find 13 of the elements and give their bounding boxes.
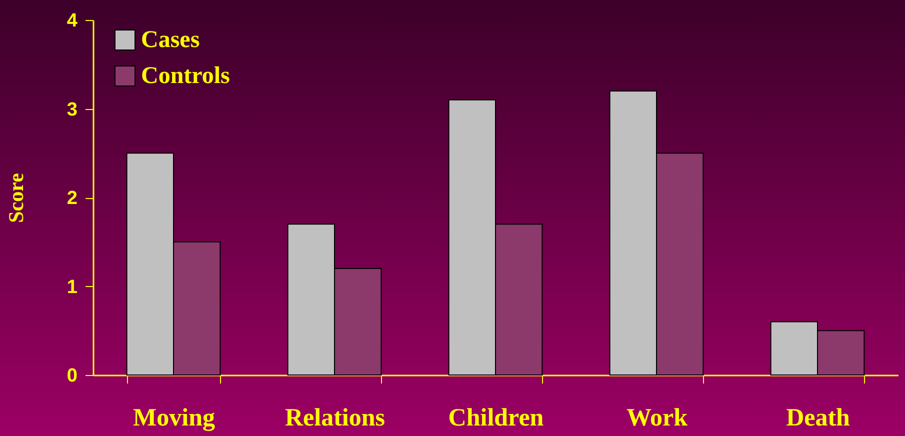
- y-tick-label: 2: [66, 188, 78, 209]
- legend-label: Cases: [141, 27, 200, 53]
- x-tick-label: Children: [448, 404, 544, 432]
- y-axis-title: Score: [4, 173, 28, 223]
- y-tick-label: 0: [66, 366, 78, 386]
- legend-label: Controls: [141, 63, 230, 89]
- x-tick-label: Work: [626, 404, 688, 432]
- y-tick-label: 1: [66, 276, 78, 298]
- y-tick-label: 4: [66, 10, 78, 32]
- x-tick-label: Relations: [285, 404, 386, 432]
- x-tick-label: Death: [786, 404, 850, 432]
- y-tick-label: 3: [66, 99, 78, 120]
- x-tick-label: Moving: [133, 404, 216, 432]
